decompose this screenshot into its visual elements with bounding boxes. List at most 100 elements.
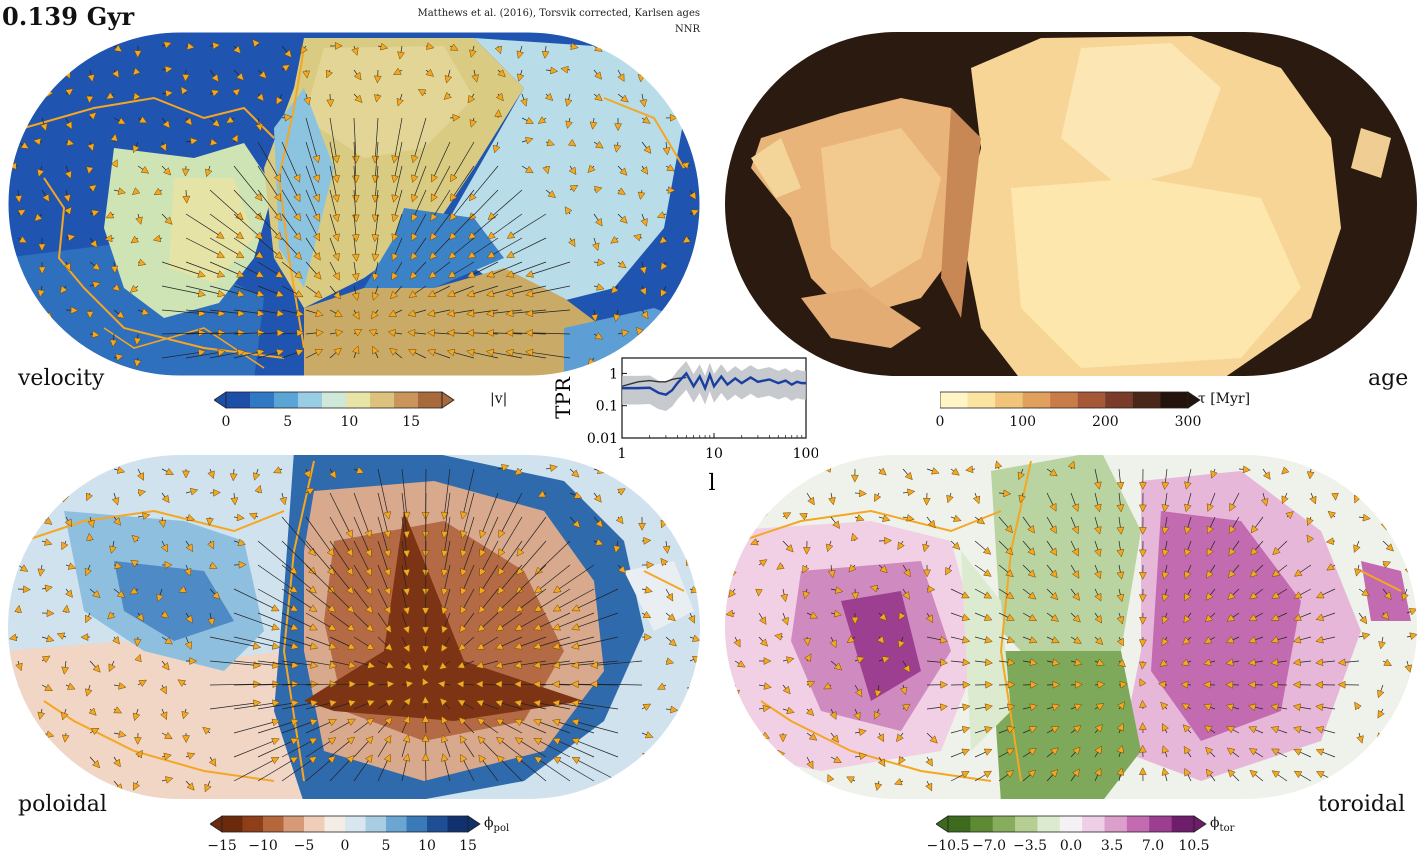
velocity-vector-shaft <box>18 516 21 517</box>
colorbar-swatch <box>427 816 448 832</box>
velocity-vector-head <box>661 784 667 792</box>
velocity-vector-head <box>687 119 694 127</box>
colorbar-tick-label: 15 <box>402 414 420 430</box>
velocity-vector-shaft <box>18 46 20 49</box>
velocity-vector-head <box>20 513 28 520</box>
velocity-vector-shaft <box>690 286 691 290</box>
colorbar-swatch <box>1023 392 1051 408</box>
velocity-vector-shaft <box>18 309 22 310</box>
velocity-vector-shaft <box>666 334 670 339</box>
velocity-vector-head <box>9 354 16 361</box>
colorbar-arrow-left <box>214 392 226 408</box>
velocity-vector-head <box>693 140 701 146</box>
velocity-vector-head <box>1379 773 1386 781</box>
velocity-vector-head <box>661 63 668 71</box>
velocity-vector-head <box>690 259 697 266</box>
velocity-vector-head <box>1412 728 1420 735</box>
velocity-vector-shaft <box>18 70 21 74</box>
velocity-vector-shaft <box>1358 757 1359 763</box>
colorbar-swatch <box>993 816 1016 832</box>
velocity-vector-head <box>688 289 695 297</box>
velocity-vector-shaft <box>1407 757 1408 762</box>
velocity-vector-shaft <box>1407 685 1412 688</box>
velocity-vector-shaft <box>18 333 19 334</box>
velocity-vector-head <box>1384 757 1392 764</box>
velocity-vector-shaft <box>688 517 690 518</box>
colorbar-swatch <box>1172 816 1195 832</box>
velocity-vector-head <box>16 47 22 55</box>
colorbar-swatch <box>366 816 387 832</box>
velocity-vector-shaft <box>642 756 644 757</box>
colorbar-swatch <box>1037 816 1060 832</box>
velocity-vector-shaft <box>42 70 47 71</box>
colorbar-tick-label: 3.5 <box>1101 838 1123 854</box>
colorbar-tick-label: 100 <box>1009 414 1036 430</box>
colorbar-arrow-left <box>210 816 222 832</box>
colorbar-tick-label: 0 <box>341 838 350 854</box>
velocity-vector-shaft <box>1335 469 1337 473</box>
velocity-vector-shaft <box>690 94 692 98</box>
velocity-vector-head <box>732 546 739 553</box>
colorbar-tick-label: 0 <box>936 414 945 430</box>
velocity-vector-shaft <box>1383 517 1385 523</box>
velocity-vector-shaft <box>733 757 735 758</box>
velocity-vector-head <box>727 755 735 761</box>
tpr-xtick-label: 10 <box>705 446 723 462</box>
poloidal-colorbar-title: ϕpol <box>484 815 509 834</box>
velocity-vector-shaft <box>88 46 90 51</box>
colorbar-tick-label: 10 <box>341 414 359 430</box>
colorbar-swatch <box>346 392 371 408</box>
colorbar-swatch <box>1105 816 1128 832</box>
velocity-vector-head <box>732 517 738 525</box>
colorbar-swatch <box>1050 392 1078 408</box>
velocity-vector-shaft <box>690 733 695 736</box>
velocity-vector-shaft <box>64 334 66 340</box>
velocity-vector-shaft <box>42 493 46 494</box>
velocity-vector-shaft <box>618 46 622 50</box>
velocity-vector-shaft <box>690 709 693 714</box>
velocity-vector-head <box>669 92 677 99</box>
velocity-vector-shaft <box>666 45 667 46</box>
velocity-vector-shaft <box>690 781 694 787</box>
colorbar-swatch <box>386 816 407 832</box>
velocity-vector-head <box>1382 493 1389 501</box>
colorbar-swatch <box>250 392 275 408</box>
poloidal-colorbar-sub: pol <box>494 823 510 834</box>
velocity-vector-head <box>760 779 768 785</box>
velocity-colorbar-title: |v| <box>490 391 507 407</box>
colorbar-swatch <box>222 816 243 832</box>
velocity-vector-shaft <box>18 541 21 547</box>
velocity-vector-head <box>645 780 653 786</box>
velocity-vector-head <box>691 329 699 335</box>
velocity-vector-head <box>688 97 694 105</box>
toroidal-colorbar-title: ϕtor <box>1210 815 1234 834</box>
velocity-colorbar-strip <box>214 390 514 410</box>
velocity-vector-shaft <box>18 469 21 475</box>
velocity-vector-head <box>683 45 691 52</box>
velocity-vector-head <box>693 733 701 740</box>
velocity-vector-shaft <box>1381 733 1383 735</box>
velocity-vector-head <box>663 313 670 320</box>
velocity-vector-head <box>64 47 70 55</box>
velocity-vector-head <box>10 753 18 759</box>
colorbar-arrow-right <box>1194 816 1206 832</box>
velocity-vector-head <box>23 778 30 785</box>
velocity-vector-head <box>1410 685 1418 692</box>
colorbar-swatch <box>940 392 968 408</box>
velocity-vector-head <box>667 755 675 761</box>
tpr-ytick-label: 0.01 <box>587 431 618 447</box>
velocity-vector-head <box>1355 763 1362 770</box>
velocity-vector-shaft <box>16 685 18 690</box>
velocity-label: velocity <box>18 366 104 391</box>
velocity-vector-head <box>1404 762 1411 769</box>
colorbar-tick-label: 0.0 <box>1060 838 1082 854</box>
velocity-vector-head <box>85 468 92 476</box>
velocity-vector-shaft <box>642 781 647 783</box>
velocity-vector-head <box>39 762 46 769</box>
colorbar-tick-label: −10.5 <box>927 838 970 854</box>
